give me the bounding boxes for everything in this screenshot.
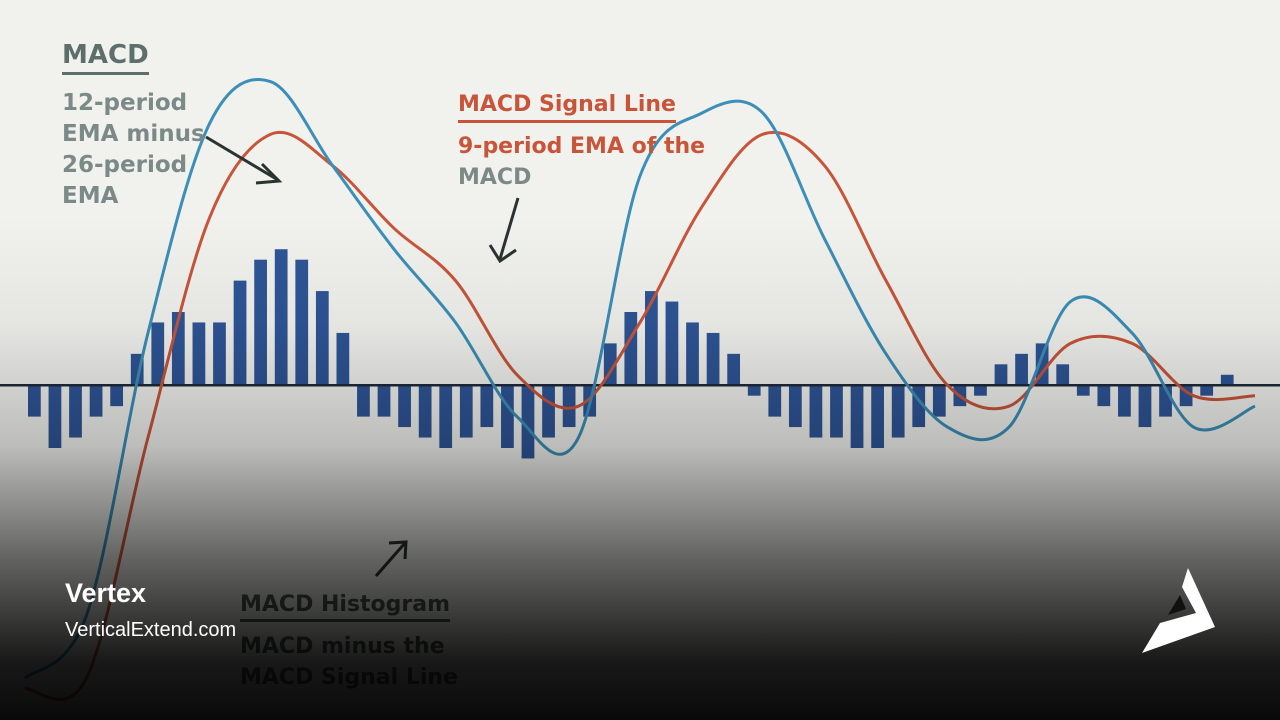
histogram-bar — [233, 280, 247, 386]
histogram-bar — [1076, 385, 1090, 396]
histogram-bar — [274, 249, 288, 386]
histogram-bar — [89, 385, 103, 417]
histogram-bar — [295, 259, 309, 386]
histogram-bar — [830, 385, 843, 438]
histogram-bar — [439, 385, 453, 448]
histogram-bar — [788, 385, 802, 428]
macd-label: MACD — [62, 40, 149, 75]
histogram-bar — [459, 385, 473, 438]
signal-line-label: MACD Signal Line — [458, 92, 676, 123]
histogram-bar — [501, 385, 514, 448]
histogram-bar — [1097, 385, 1111, 407]
histogram-bar — [213, 322, 226, 386]
histogram-bar — [418, 385, 432, 438]
histogram-bar — [542, 385, 555, 438]
histogram-bar — [254, 259, 267, 386]
histogram-bar — [974, 385, 987, 396]
histogram-bar — [1138, 385, 1152, 428]
histogram-bar — [994, 364, 1008, 386]
histogram-bar — [1056, 364, 1070, 386]
histogram-bar — [850, 385, 864, 448]
histogram-bar — [768, 385, 782, 417]
histogram-bar — [1118, 385, 1131, 417]
histogram-bar — [357, 385, 370, 417]
signal-line — [24, 130, 1256, 701]
histogram-bar — [192, 322, 206, 386]
signal-desc-line-1: 9-period EMA of the — [458, 134, 706, 159]
histogram-bar — [727, 353, 741, 386]
histogram-bar — [932, 385, 946, 417]
histogram-bars — [28, 249, 1255, 459]
brand-name: Vertex — [65, 578, 147, 608]
macd-description: 12-period EMA minus 26-period EMA — [62, 90, 205, 209]
histogram-bar — [377, 385, 391, 417]
brand-url[interactable]: VerticalExtend.com — [65, 619, 237, 641]
histogram-bar — [398, 385, 411, 428]
histogram-arrow-icon — [374, 542, 407, 577]
histogram-bar — [48, 385, 62, 448]
annotation-arrows — [205, 135, 520, 577]
histogram-bar — [1015, 353, 1028, 386]
histogram-bar — [706, 332, 720, 386]
histogram-bar — [480, 385, 494, 428]
histogram-bar — [69, 385, 82, 438]
histogram-bar — [562, 385, 576, 428]
histogram-bar — [686, 322, 699, 386]
histogram-bar — [891, 385, 905, 438]
histogram-bar — [871, 385, 884, 448]
vertex-triangle-logo-icon — [1142, 568, 1215, 653]
histogram-bar — [315, 291, 329, 386]
histogram-bar — [1200, 385, 1214, 396]
histogram-bar — [110, 385, 124, 407]
histogram-bar — [336, 332, 350, 386]
histogram-bar — [665, 301, 679, 386]
histogram-bar — [624, 312, 638, 386]
histogram-bar — [809, 385, 823, 438]
histogram-bar — [747, 385, 761, 396]
signal-line-description: 9-period EMA of the MACD — [458, 131, 705, 193]
histogram-bar — [1220, 374, 1234, 386]
histogram-description: MACD minus the MACD Signal Line — [240, 634, 458, 690]
signal-desc-line-2: MACD — [458, 165, 532, 190]
histogram-bar — [28, 385, 41, 417]
macd-arrow-icon — [205, 135, 279, 182]
histogram-bar — [151, 322, 165, 386]
histogram-label: MACD Histogram — [240, 592, 451, 622]
